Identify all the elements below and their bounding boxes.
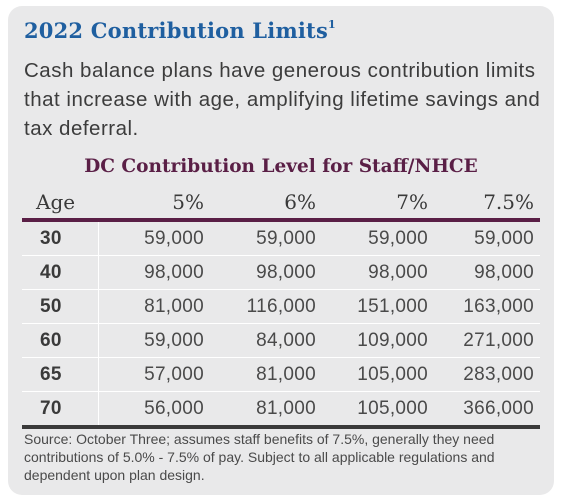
table-header-row: Age 5% 6% 7% 7.5% (22, 186, 540, 222)
value-cell: 271,000 (434, 323, 540, 358)
title-text: 2022 Contribution Limits (24, 18, 328, 43)
value-cell: 81,000 (98, 289, 210, 324)
value-cell: 56,000 (98, 391, 210, 429)
value-cell: 163,000 (434, 289, 540, 324)
value-cell: 283,000 (434, 357, 540, 392)
value-cell: 109,000 (322, 323, 434, 358)
contribution-limits-card: 2022 Contribution Limits1 Cash balance p… (8, 6, 554, 495)
value-cell: 81,000 (210, 391, 322, 429)
table-row: 60 59,000 84,000 109,000 271,000 (22, 323, 540, 358)
value-cell: 105,000 (322, 357, 434, 392)
table-row: 70 56,000 81,000 105,000 366,000 (22, 391, 540, 429)
table-row: 50 81,000 116,000 151,000 163,000 (22, 289, 540, 324)
value-cell: 59,000 (322, 220, 434, 256)
value-cell: 59,000 (210, 220, 322, 256)
age-cell: 40 (22, 255, 99, 290)
title-footnote-marker: 1 (327, 18, 336, 31)
intro-text: Cash balance plans have generous contrib… (24, 59, 541, 140)
value-cell: 98,000 (322, 255, 434, 290)
column-header-6pct: 6% (210, 186, 322, 222)
value-cell: 116,000 (210, 289, 322, 324)
value-cell: 59,000 (98, 323, 210, 358)
value-cell: 105,000 (322, 391, 434, 429)
contribution-table: Age 5% 6% 7% 7.5% 30 59,000 59,000 59,00… (22, 186, 540, 429)
value-cell: 84,000 (210, 323, 322, 358)
column-header-age: Age (22, 186, 98, 222)
age-cell: 65 (22, 357, 99, 392)
column-header-7pct: 7% (322, 186, 434, 222)
table-row: 40 98,000 98,000 98,000 98,000 (22, 255, 540, 290)
value-cell: 98,000 (98, 255, 210, 290)
value-cell: 57,000 (98, 357, 210, 392)
column-header-7-5pct: 7.5% (434, 186, 540, 222)
value-cell: 366,000 (434, 391, 540, 429)
table-row: 65 57,000 81,000 105,000 283,000 (22, 357, 540, 392)
value-cell: 81,000 (210, 357, 322, 392)
table-row: 30 59,000 59,000 59,000 59,000 (22, 220, 540, 256)
age-cell: 60 (22, 323, 99, 358)
table-heading: DC Contribution Level for Staff/NHCE (84, 156, 478, 177)
source-note: Source: October Three; assumes staff ben… (24, 431, 495, 483)
value-cell: 98,000 (434, 255, 540, 290)
card-title: 2022 Contribution Limits1 (24, 18, 336, 43)
value-cell: 98,000 (210, 255, 322, 290)
column-header-5pct: 5% (98, 186, 210, 222)
value-cell: 59,000 (98, 220, 210, 256)
value-cell: 59,000 (434, 220, 540, 256)
age-cell: 30 (22, 220, 99, 256)
age-cell: 70 (22, 391, 99, 429)
age-cell: 50 (22, 289, 99, 324)
value-cell: 151,000 (322, 289, 434, 324)
